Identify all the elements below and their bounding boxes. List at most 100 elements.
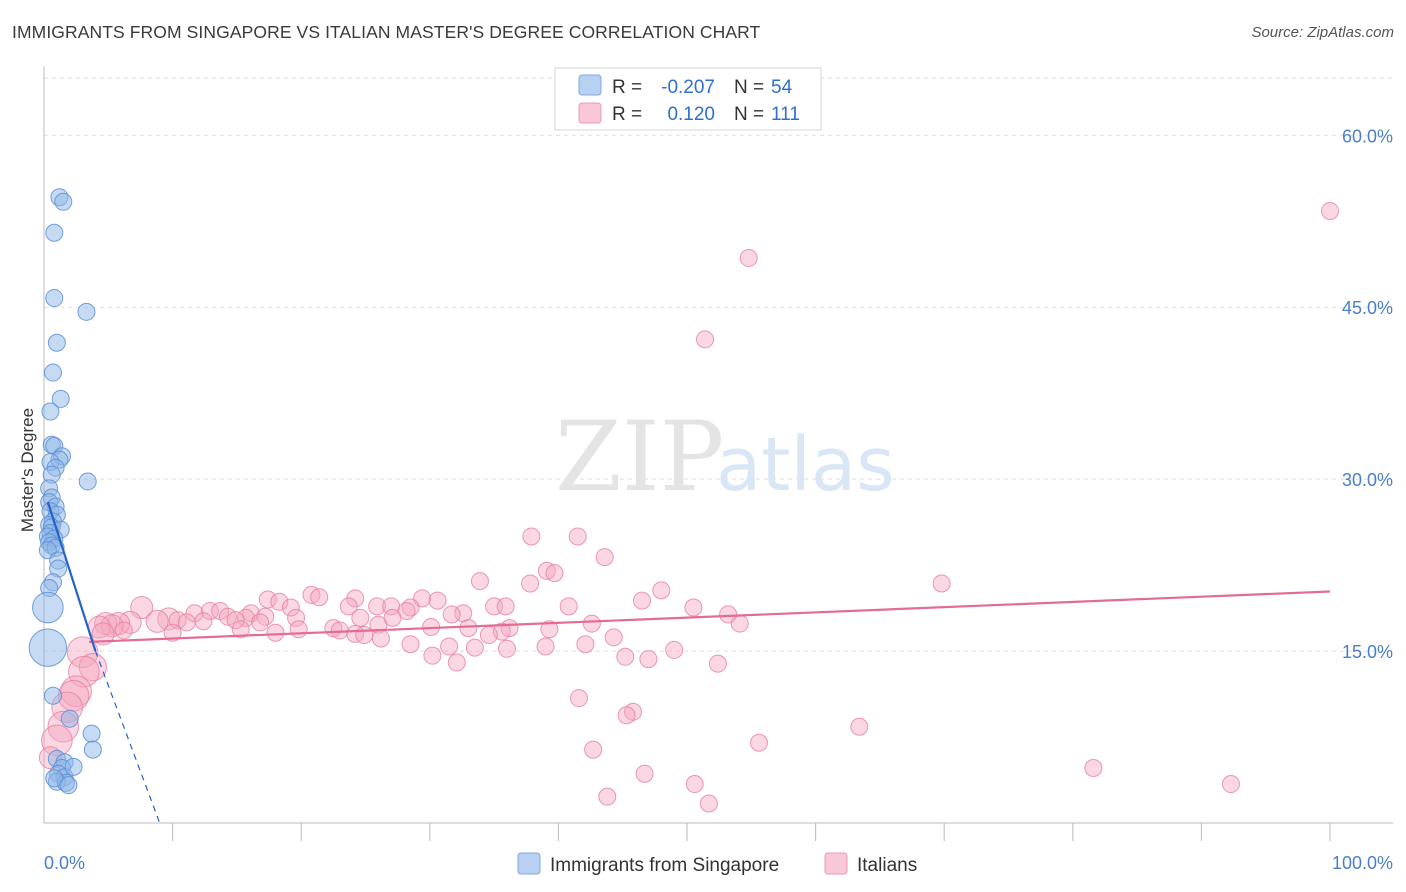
legend-n-label-2: N = bbox=[734, 104, 764, 125]
source-credit: Source: ZipAtlas.com bbox=[1251, 24, 1394, 41]
italians-point-65 bbox=[289, 620, 308, 639]
axes bbox=[43, 66, 1393, 841]
legend-n-italians: 111 bbox=[771, 104, 800, 125]
italians-point-99 bbox=[850, 717, 869, 736]
italians-point-37 bbox=[442, 605, 461, 624]
italians-point-107 bbox=[685, 775, 704, 794]
italians-point-83 bbox=[665, 640, 684, 659]
italians-point-51 bbox=[177, 613, 196, 632]
y-tick-label-2: 45.0% bbox=[1342, 298, 1393, 318]
italians-point-46 bbox=[226, 611, 245, 630]
italians-point-0 bbox=[1321, 201, 1339, 220]
italians-point-86 bbox=[616, 647, 635, 666]
singapore-point-1 bbox=[54, 192, 73, 211]
legend-r-label: R = bbox=[612, 77, 642, 98]
italians-point-78 bbox=[401, 635, 420, 654]
italians-point-71 bbox=[346, 624, 365, 643]
italians-point-21 bbox=[368, 597, 387, 616]
italians-point-79 bbox=[440, 637, 459, 656]
chart-title: IMMIGRANTS FROM SINGAPORE VS ITALIAN MAS… bbox=[12, 22, 761, 42]
italians-point-76 bbox=[371, 629, 390, 648]
legend-swatch-italians bbox=[578, 102, 602, 124]
italians-point-28 bbox=[684, 598, 703, 617]
italians-point-24 bbox=[496, 597, 515, 616]
trendlines bbox=[46, 501, 1331, 824]
italians-point-94 bbox=[569, 689, 588, 708]
legend-r-italians: 0.120 bbox=[667, 104, 715, 125]
singapore-point-41 bbox=[60, 709, 79, 728]
italians-point-38 bbox=[256, 607, 275, 626]
italians-point-77 bbox=[576, 635, 595, 654]
bottom-legend-italians: Italians bbox=[857, 855, 917, 876]
italians-point-102 bbox=[584, 740, 603, 759]
watermark: ZIP atlas bbox=[555, 401, 895, 513]
singapore-point-40 bbox=[44, 686, 63, 705]
italians-point-20 bbox=[559, 597, 578, 616]
legend-box: R = -0.207 N = 54 R = 0.120 N = 111 bbox=[554, 67, 822, 131]
watermark-atlas: atlas bbox=[716, 422, 895, 508]
italians-point-15 bbox=[258, 590, 277, 609]
italians-point-88 bbox=[447, 653, 466, 672]
singapore-points bbox=[28, 188, 102, 795]
italians-point-3 bbox=[522, 527, 541, 546]
italians-point-19 bbox=[632, 591, 651, 610]
italians-point-89 bbox=[708, 654, 727, 673]
italians-point-1 bbox=[739, 248, 758, 267]
y-tick-label-0: 15.0% bbox=[1342, 642, 1393, 662]
singapore-trendline-extension bbox=[94, 650, 161, 824]
italians-point-8 bbox=[470, 572, 489, 591]
singapore-point-2 bbox=[45, 223, 64, 242]
italians-point-80 bbox=[536, 637, 555, 656]
legend-swatch-singapore bbox=[578, 74, 602, 96]
singapore-point-7 bbox=[51, 389, 70, 408]
italians-point-109 bbox=[699, 794, 718, 813]
italians-point-91 bbox=[68, 655, 100, 688]
italians-point-82 bbox=[497, 639, 516, 658]
singapore-point-52 bbox=[64, 757, 83, 776]
italians-point-69 bbox=[163, 623, 182, 642]
italians-points bbox=[38, 201, 1339, 813]
singapore-point-3 bbox=[45, 289, 64, 308]
italians-point-27 bbox=[281, 598, 300, 617]
italians-trendline bbox=[88, 590, 1331, 644]
singapore-point-39 bbox=[28, 628, 68, 667]
italians-point-13 bbox=[310, 588, 329, 607]
italians-point-70 bbox=[266, 623, 285, 642]
singapore-point-4 bbox=[77, 302, 96, 321]
singapore-point-8 bbox=[41, 402, 60, 421]
bottom-legend-swatch-singapore bbox=[517, 852, 541, 875]
legend-n-label: N = bbox=[734, 77, 764, 98]
italians-point-74 bbox=[479, 626, 498, 645]
italians-point-87 bbox=[639, 650, 658, 669]
legend-n-singapore: 54 bbox=[771, 77, 793, 98]
italians-point-7 bbox=[545, 564, 564, 583]
italians-point-101 bbox=[750, 733, 769, 752]
italians-point-11 bbox=[652, 581, 671, 600]
italians-point-66 bbox=[114, 621, 133, 640]
italians-point-43 bbox=[351, 608, 370, 627]
italians-point-9 bbox=[521, 574, 540, 593]
singapore-point-38 bbox=[32, 591, 64, 624]
y-axis-label: Master's Degree bbox=[18, 408, 37, 532]
watermark-zip: ZIP bbox=[555, 401, 724, 513]
italians-point-10 bbox=[932, 574, 951, 593]
y-tick-label-1: 30.0% bbox=[1342, 470, 1393, 490]
italians-point-25 bbox=[339, 597, 358, 616]
italians-point-64 bbox=[231, 620, 250, 639]
italians-point-85 bbox=[423, 646, 442, 665]
y-tick-label-3: 60.0% bbox=[1342, 126, 1393, 146]
italians-point-108 bbox=[598, 787, 617, 806]
italians-point-50 bbox=[251, 613, 270, 632]
bottom-legend: Immigrants from Singapore Italians bbox=[517, 852, 917, 876]
legend-r-label-2: R = bbox=[612, 104, 642, 125]
italians-point-47 bbox=[145, 609, 169, 633]
x-tick-max: 100.0% bbox=[1332, 853, 1393, 873]
italians-point-106 bbox=[1221, 775, 1240, 794]
italians-point-81 bbox=[465, 638, 484, 657]
italians-point-54 bbox=[582, 614, 601, 633]
italians-point-41 bbox=[287, 608, 306, 627]
italians-point-63 bbox=[540, 620, 559, 639]
singapore-point-43 bbox=[83, 740, 102, 759]
italians-point-73 bbox=[355, 626, 374, 645]
